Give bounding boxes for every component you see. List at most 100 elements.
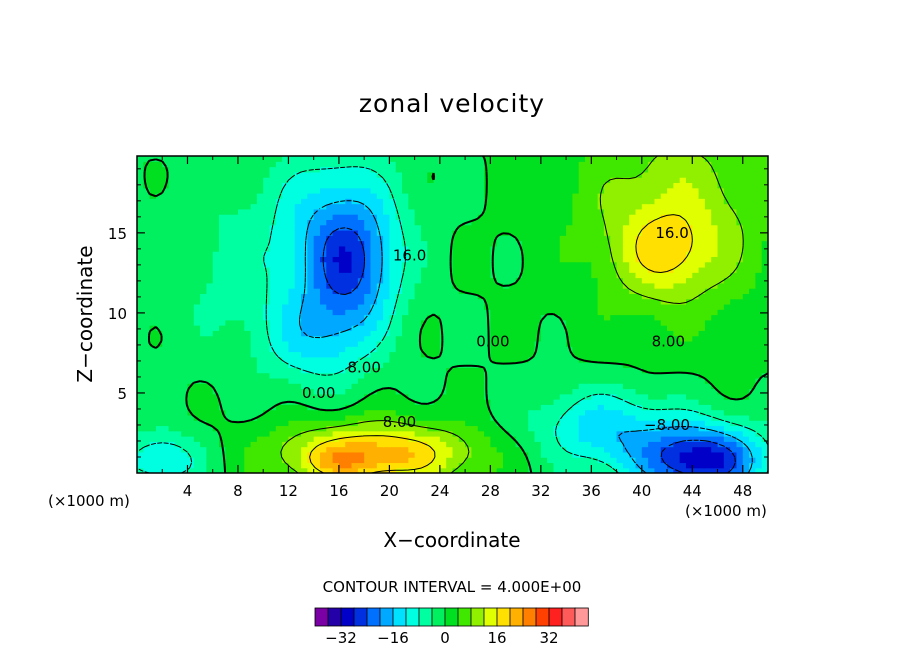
field-cell xyxy=(439,235,447,242)
field-cell xyxy=(345,298,353,305)
field-cell xyxy=(200,404,208,411)
field-cell xyxy=(263,256,271,263)
field-cell xyxy=(250,325,258,331)
field-cell xyxy=(761,425,768,432)
field-cell xyxy=(704,467,712,473)
field-cell xyxy=(250,298,258,305)
field-cell xyxy=(263,266,271,273)
field-cell xyxy=(528,298,536,305)
field-cell xyxy=(225,393,233,400)
field-cell xyxy=(408,340,416,347)
field-cell xyxy=(282,208,290,215)
field-cell xyxy=(717,277,725,284)
field-cell xyxy=(490,282,498,289)
field-cell xyxy=(383,462,390,469)
field-cell xyxy=(250,441,258,448)
field-cell xyxy=(149,409,157,416)
field-cell xyxy=(225,399,233,405)
field-cell xyxy=(155,325,163,331)
field-cell xyxy=(200,208,208,215)
field-cell xyxy=(338,377,346,384)
field-cell xyxy=(452,383,460,390)
field-cell xyxy=(452,420,460,427)
field-cell xyxy=(654,367,662,374)
field-cell xyxy=(742,251,750,257)
field-cell xyxy=(288,272,296,279)
field-cell xyxy=(597,462,605,469)
field-cell xyxy=(553,330,561,337)
field-cell xyxy=(433,266,441,273)
field-cell xyxy=(263,367,271,374)
field-cell xyxy=(465,330,473,337)
field-cell xyxy=(313,293,321,300)
field-cell xyxy=(282,240,290,247)
field-cell xyxy=(351,335,359,342)
field-cell xyxy=(389,219,397,226)
field-cell xyxy=(667,446,674,453)
field-cell xyxy=(660,420,668,427)
field-cell xyxy=(231,441,239,448)
field-cell xyxy=(275,309,283,316)
field-cell xyxy=(521,393,529,400)
field-cell xyxy=(294,224,302,231)
field-cell xyxy=(212,266,220,273)
field-cell xyxy=(187,330,195,337)
field-cell xyxy=(357,451,365,458)
field-cell xyxy=(711,393,719,400)
field-cell xyxy=(496,457,504,464)
field-cell xyxy=(282,288,290,294)
field-cell xyxy=(212,261,220,268)
field-cell xyxy=(370,446,378,453)
field-cell xyxy=(351,298,359,305)
field-cell xyxy=(376,256,384,263)
field-cell xyxy=(553,467,561,473)
field-cell xyxy=(578,330,586,337)
field-cell xyxy=(610,303,618,310)
field-cell xyxy=(667,256,674,263)
field-cell xyxy=(654,314,662,321)
field-cell xyxy=(685,414,693,421)
field-cell xyxy=(294,340,302,347)
field-cell xyxy=(755,340,763,347)
field-cell xyxy=(143,251,151,257)
field-cell xyxy=(465,256,473,263)
field-cell xyxy=(187,377,195,384)
field-cell xyxy=(629,208,637,215)
field-cell xyxy=(698,457,706,464)
field-cell xyxy=(168,467,176,473)
field-cell xyxy=(155,446,163,453)
field-cell xyxy=(578,383,586,390)
field-cell xyxy=(667,277,674,284)
field-cell xyxy=(603,367,611,374)
field-cell xyxy=(433,467,441,473)
field-cell xyxy=(591,256,599,263)
field-cell xyxy=(547,377,555,384)
field-cell xyxy=(137,256,144,263)
field-cell xyxy=(648,303,656,310)
field-cell xyxy=(357,266,365,273)
field-cell xyxy=(193,436,201,442)
field-cell xyxy=(534,414,542,421)
field-cell xyxy=(174,346,182,353)
field-cell xyxy=(174,393,182,400)
field-cell xyxy=(458,303,466,310)
field-cell xyxy=(534,277,542,284)
field-cell xyxy=(402,219,409,226)
field-cell xyxy=(357,393,365,400)
field-cell xyxy=(351,214,359,220)
field-cell xyxy=(313,362,321,368)
field-cell xyxy=(559,282,567,289)
field-cell xyxy=(420,261,428,268)
field-cell xyxy=(219,462,226,469)
field-cell xyxy=(711,388,719,395)
field-cell xyxy=(332,251,340,257)
field-cell xyxy=(629,393,637,400)
field-cell xyxy=(408,420,416,427)
field-cell xyxy=(143,383,151,390)
field-cell xyxy=(301,457,308,464)
field-cell xyxy=(685,282,693,289)
field-cell xyxy=(717,393,725,400)
field-cell xyxy=(212,420,220,427)
field-cell xyxy=(496,251,504,257)
field-cell xyxy=(162,451,170,458)
